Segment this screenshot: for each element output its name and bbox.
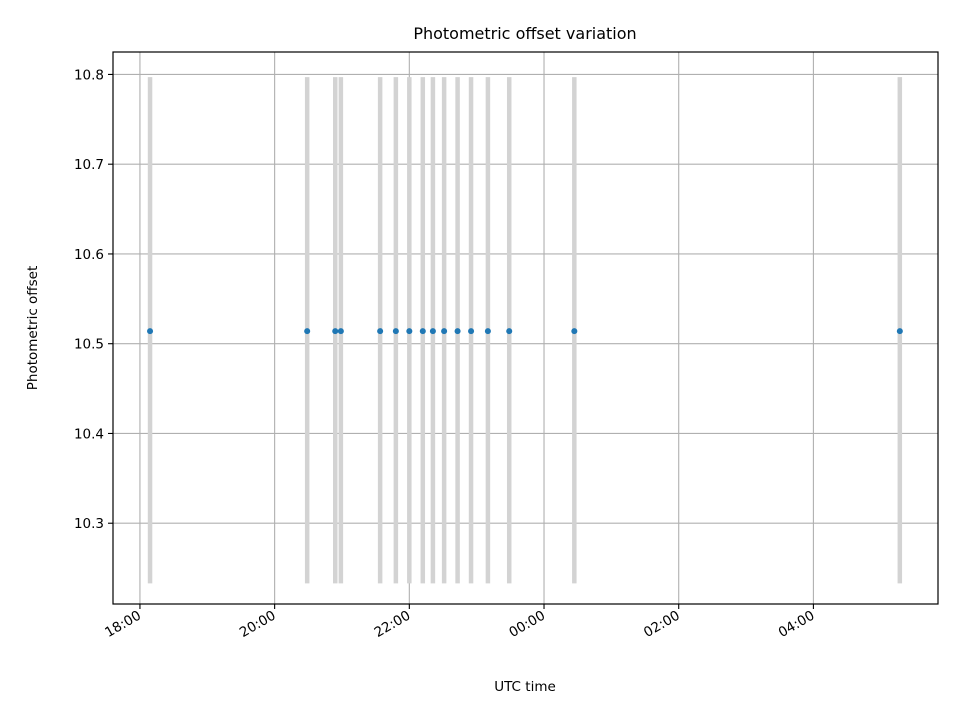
- data-point: [468, 328, 475, 335]
- data-points: [147, 328, 903, 335]
- data-point: [147, 328, 154, 335]
- data-point: [454, 328, 461, 335]
- y-tick-label: 10.3: [74, 516, 104, 532]
- data-point: [429, 328, 436, 335]
- data-point: [441, 328, 448, 335]
- data-point: [304, 328, 311, 335]
- data-point: [896, 328, 903, 335]
- data-point: [332, 328, 339, 335]
- data-point: [377, 328, 384, 335]
- chart-title: Photometric offset variation: [413, 24, 636, 43]
- y-tick-label: 10.4: [74, 426, 104, 442]
- plot-area-frame: [112, 51, 939, 605]
- y-axis-ticks: 10.3 10.4 10.5 10.6 10.7 10.8: [74, 67, 113, 532]
- x-axis-label: UTC time: [494, 679, 556, 695]
- data-point: [506, 328, 513, 335]
- y-tick-label: 10.7: [74, 157, 104, 173]
- data-point: [337, 328, 344, 335]
- grid-lines: [113, 52, 938, 604]
- data-point: [484, 328, 491, 335]
- data-point: [571, 328, 578, 335]
- data-point: [419, 328, 426, 335]
- data-point: [406, 328, 413, 335]
- y-tick-label: 10.6: [74, 247, 104, 263]
- y-tick-label: 10.8: [74, 67, 104, 83]
- y-tick-label: 10.5: [74, 337, 104, 353]
- data-point: [392, 328, 399, 335]
- y-axis-label: Photometric offset: [25, 266, 41, 390]
